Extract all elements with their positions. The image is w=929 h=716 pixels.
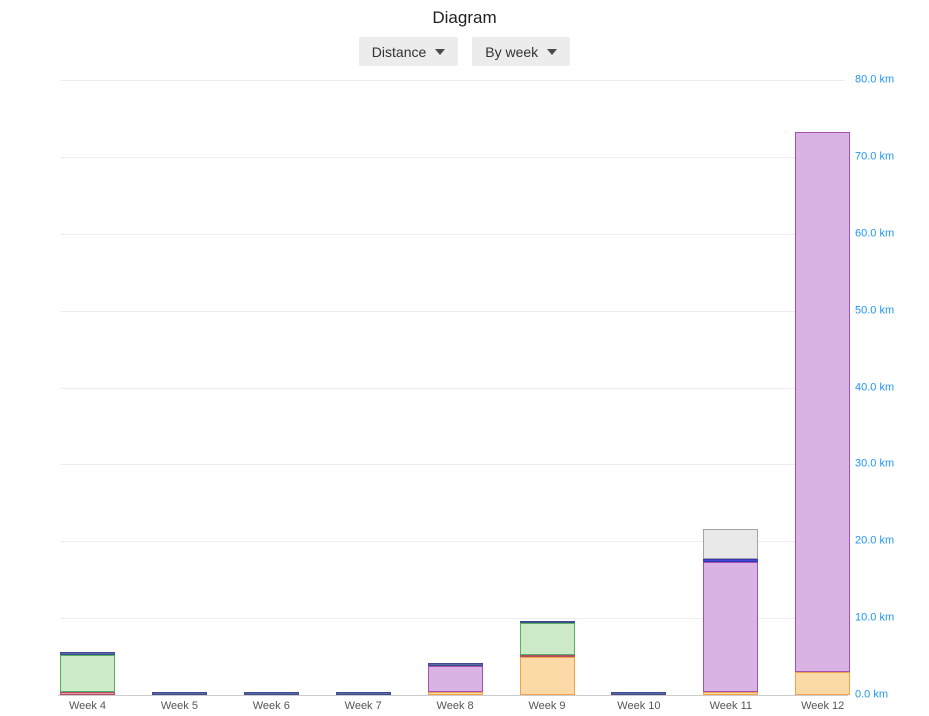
x-axis-label: Week 10 [617,700,661,712]
segment-pink[interactable] [60,692,115,695]
x-axis-label: Week 4 [68,700,107,712]
x-axis-label: Week 9 [528,700,566,712]
y-tick-label: 10.0 km [855,611,895,624]
segment-indigo[interactable] [703,558,759,562]
segment-navy[interactable] [60,651,115,655]
y-tick-label: 80.0 km [855,73,895,86]
bar-week-6[interactable] [243,691,299,695]
segment-navy[interactable] [151,691,207,695]
bar-week-11[interactable] [703,528,759,695]
gridline [61,234,845,235]
metric-dropdown[interactable]: Distance [358,37,459,66]
bar-week-9[interactable] [519,620,575,695]
y-tick-label: 40.0 km [855,381,895,393]
metric-dropdown-label: Distance [371,43,427,60]
y-tick-label: 30.0 km [855,457,895,470]
gridline [61,311,845,312]
x-axis-label: Week 5 [160,700,198,712]
y-tick-label: 70.0 km [855,150,895,163]
segment-orange[interactable] [703,692,759,695]
y-tick-label: 0.0 km [855,688,889,701]
bar-week-10[interactable] [611,691,667,695]
segment-gray[interactable] [703,528,759,559]
segment-orange[interactable] [519,657,575,695]
y-tick-label: 60.0 km [855,227,895,240]
view-controls: Distance By week [0,37,929,66]
segment-purple[interactable] [427,666,483,693]
segment-green[interactable] [60,654,115,693]
gridline [61,464,845,465]
y-tick-label: 20.0 km [855,534,895,547]
bar-week-5[interactable] [151,691,207,695]
segment-purple[interactable] [795,132,851,672]
grouping-dropdown-label: By week [485,43,539,60]
segment-pink[interactable] [519,654,575,658]
gridline [61,388,845,389]
x-axis-line [58,695,848,696]
x-axis-label: Week 8 [436,700,474,712]
bar-week-12[interactable] [795,132,851,695]
segment-navy[interactable] [243,691,299,695]
x-axis-label: Week 7 [344,700,382,712]
segment-green[interactable] [519,623,575,655]
chevron-down-icon [435,48,446,55]
segment-navy[interactable] [335,691,391,695]
bar-week-4[interactable] [60,651,115,695]
page-title: Diagram [432,8,497,27]
segment-orange[interactable] [427,692,483,695]
segment-navy[interactable] [427,663,483,667]
gridline [61,157,845,158]
grouping-dropdown[interactable]: By week [472,37,571,66]
segment-navy[interactable] [611,691,667,695]
chevron-down-icon [547,48,558,55]
x-axis-label: Week 6 [252,700,290,712]
x-axis-label: Week 11 [709,700,752,712]
bar-week-7[interactable] [335,691,391,695]
segment-navy[interactable] [519,620,575,624]
gridline [61,541,845,542]
y-tick-label: 50.0 km [855,304,895,317]
x-axis-label: Week 12 [801,700,845,712]
bar-week-8[interactable] [427,663,483,695]
gridline [61,618,845,619]
segment-orange[interactable] [795,671,851,695]
segment-purple[interactable] [703,561,759,693]
gridline [61,80,845,81]
